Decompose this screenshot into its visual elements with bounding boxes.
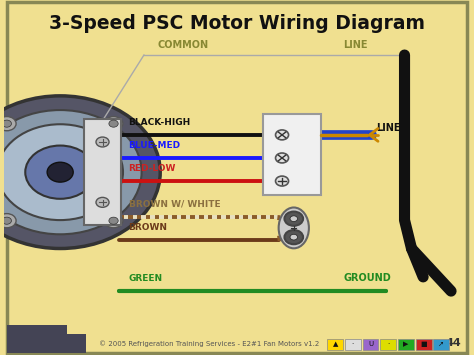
Circle shape (25, 146, 95, 199)
Text: ·: · (352, 342, 354, 347)
Text: © 2005 Refrigeration Training Services - E2#1 Fan Motors v1.2: © 2005 Refrigeration Training Services -… (99, 340, 319, 346)
Circle shape (47, 162, 73, 182)
Text: COMMON: COMMON (158, 40, 209, 50)
Text: ▶: ▶ (403, 342, 409, 347)
Text: ■: ■ (420, 342, 427, 347)
Text: GREEN: GREEN (128, 274, 163, 283)
Text: ▲: ▲ (332, 342, 338, 347)
FancyBboxPatch shape (84, 119, 121, 225)
Circle shape (0, 96, 160, 248)
Circle shape (275, 153, 289, 163)
Text: BROWN: BROWN (128, 223, 168, 232)
Text: 44: 44 (446, 338, 461, 348)
Circle shape (96, 197, 109, 207)
Text: BROWN W/ WHITE: BROWN W/ WHITE (128, 200, 220, 209)
Text: ·: · (387, 342, 389, 347)
FancyBboxPatch shape (263, 114, 321, 195)
Text: ↗: ↗ (438, 342, 444, 347)
Text: LINE: LINE (344, 40, 368, 50)
Text: BLUE-MED: BLUE-MED (128, 141, 181, 150)
Text: RED-LOW: RED-LOW (128, 164, 176, 173)
Circle shape (109, 120, 118, 127)
Polygon shape (7, 325, 86, 353)
Text: BLACK-HIGH: BLACK-HIGH (128, 118, 191, 127)
Text: LINE: LINE (377, 123, 401, 133)
FancyBboxPatch shape (363, 339, 378, 350)
Circle shape (104, 116, 123, 131)
Circle shape (104, 214, 123, 228)
Circle shape (275, 176, 289, 186)
Circle shape (109, 217, 118, 224)
FancyBboxPatch shape (327, 339, 343, 350)
Text: U: U (368, 342, 373, 347)
FancyBboxPatch shape (398, 339, 414, 350)
FancyBboxPatch shape (416, 339, 431, 350)
FancyBboxPatch shape (433, 339, 449, 350)
Circle shape (275, 130, 289, 140)
FancyBboxPatch shape (380, 339, 396, 350)
Ellipse shape (279, 207, 309, 248)
Text: GROUND: GROUND (344, 273, 391, 283)
Circle shape (0, 214, 16, 228)
FancyBboxPatch shape (345, 339, 361, 350)
Circle shape (0, 116, 16, 131)
Text: 3-Speed PSC Motor Wiring Diagram: 3-Speed PSC Motor Wiring Diagram (49, 13, 425, 33)
Circle shape (0, 110, 142, 234)
Circle shape (96, 137, 109, 147)
Circle shape (0, 124, 123, 220)
Circle shape (2, 217, 11, 224)
Circle shape (284, 212, 303, 226)
Circle shape (284, 230, 303, 244)
Circle shape (290, 216, 298, 222)
Circle shape (290, 234, 298, 240)
Circle shape (2, 120, 11, 127)
